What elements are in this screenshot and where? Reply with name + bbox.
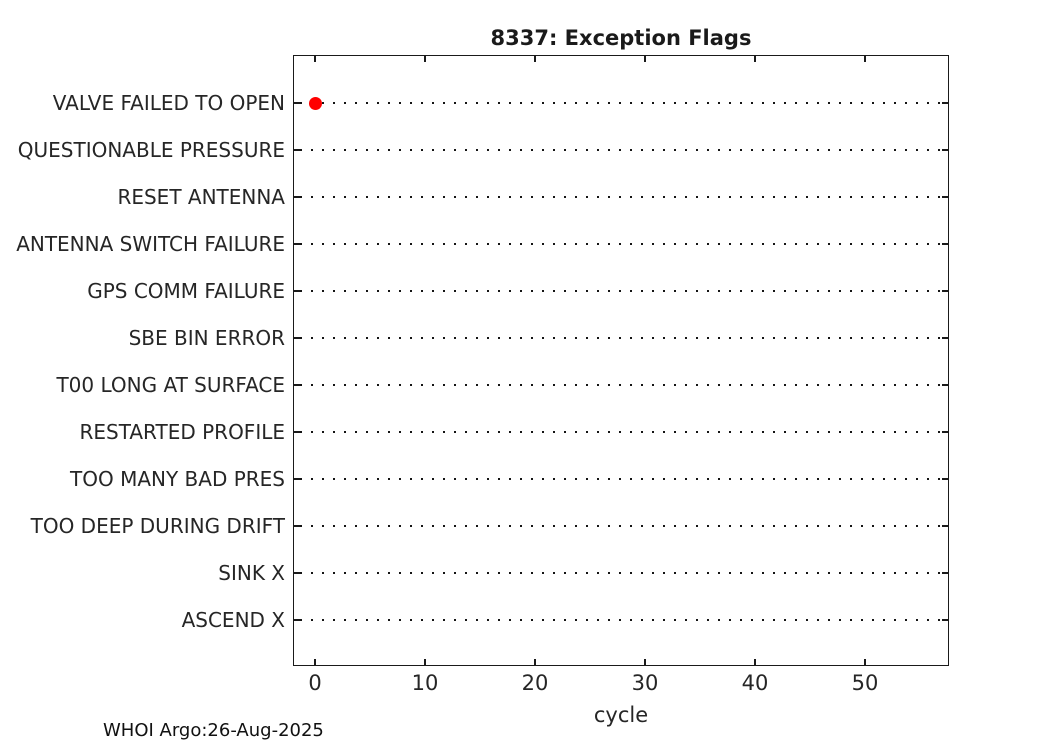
y-tick-left [294, 149, 300, 151]
x-tick-top [644, 56, 646, 62]
y-tick-right [942, 196, 948, 198]
x-tick-label: 10 [411, 671, 439, 695]
x-tick-bottom [314, 659, 316, 665]
y-tick-right [942, 102, 948, 104]
category-label: RESTARTED PROFILE [79, 420, 285, 444]
category-label: GPS COMM FAILURE [87, 279, 285, 303]
x-tick-top [424, 56, 426, 62]
category-dotted-line [300, 478, 942, 480]
watermark-text: WHOI Argo:26-Aug-2025 [103, 720, 324, 741]
x-tick-label: 40 [741, 671, 769, 695]
x-tick-top [754, 56, 756, 62]
x-tick-bottom [424, 659, 426, 665]
y-tick-left [294, 337, 300, 339]
y-tick-right [942, 619, 948, 621]
category-dotted-line [300, 290, 942, 292]
y-tick-left [294, 196, 300, 198]
y-tick-left [294, 525, 300, 527]
category-dotted-line [300, 619, 942, 621]
category-dotted-line [300, 431, 942, 433]
y-tick-left [294, 431, 300, 433]
data-point-marker [308, 96, 322, 110]
y-tick-right [942, 243, 948, 245]
category-dotted-line [300, 572, 942, 574]
y-tick-right [942, 149, 948, 151]
category-label: VALVE FAILED TO OPEN [52, 91, 285, 115]
y-tick-left [294, 243, 300, 245]
x-tick-label: 30 [631, 671, 659, 695]
category-dotted-line [300, 384, 942, 386]
x-tick-bottom [534, 659, 536, 665]
y-tick-left [294, 290, 300, 292]
category-label: TOO MANY BAD PRES [70, 467, 285, 491]
category-label: T00 LONG AT SURFACE [56, 373, 285, 397]
x-tick-label: 20 [521, 671, 549, 695]
y-tick-right [942, 478, 948, 480]
category-label: SBE BIN ERROR [128, 326, 285, 350]
category-label: SINK X [218, 561, 285, 585]
y-tick-right [942, 384, 948, 386]
y-tick-right [942, 337, 948, 339]
category-label: TOO DEEP DURING DRIFT [30, 514, 285, 538]
y-tick-right [942, 290, 948, 292]
x-tick-top [534, 56, 536, 62]
y-tick-left [294, 619, 300, 621]
x-tick-label: 50 [851, 671, 879, 695]
y-tick-right [942, 525, 948, 527]
x-axis-label: cycle [593, 703, 649, 727]
category-dotted-line [300, 102, 942, 104]
category-label: ANTENNA SWITCH FAILURE [16, 232, 285, 256]
x-tick-top [864, 56, 866, 62]
category-dotted-line [300, 243, 942, 245]
category-dotted-line [300, 525, 942, 527]
x-tick-bottom [754, 659, 756, 665]
x-tick-bottom [864, 659, 866, 665]
y-tick-right [942, 431, 948, 433]
x-tick-top [314, 56, 316, 62]
chart-title: 8337: Exception Flags [490, 26, 752, 50]
y-tick-left [294, 384, 300, 386]
plot-area [293, 55, 949, 666]
y-tick-left [294, 102, 300, 104]
category-dotted-line [300, 337, 942, 339]
category-dotted-line [300, 149, 942, 151]
category-dotted-line [300, 196, 942, 198]
category-label: ASCEND X [181, 608, 285, 632]
y-tick-right [942, 572, 948, 574]
x-tick-label: 0 [308, 671, 322, 695]
x-tick-bottom [644, 659, 646, 665]
y-tick-left [294, 478, 300, 480]
y-tick-left [294, 572, 300, 574]
category-label: QUESTIONABLE PRESSURE [17, 138, 285, 162]
category-label: RESET ANTENNA [117, 185, 285, 209]
